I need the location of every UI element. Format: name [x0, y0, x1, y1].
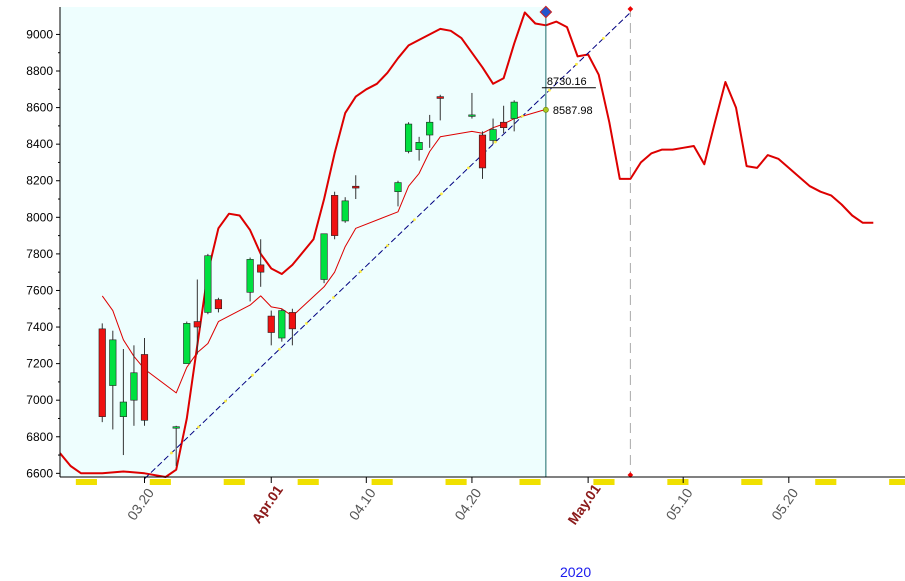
trend-dot: [574, 62, 578, 66]
candle-body: [415, 142, 423, 150]
candle-body: [119, 401, 127, 417]
y-tick-label: 7000: [26, 393, 53, 407]
candle-body: [510, 101, 518, 119]
trend-dot: [601, 36, 605, 40]
weekend-marker: [593, 479, 615, 485]
candle-body: [468, 114, 476, 117]
candle-body: [426, 121, 434, 136]
x-tick-label: 03.20: [124, 485, 157, 523]
trend-dot: [359, 270, 362, 273]
candle-body: [288, 312, 296, 330]
marker-label: 8587.98: [553, 105, 593, 117]
x-tick-label: 05.10: [662, 485, 695, 523]
middle-line: [101, 108, 547, 394]
candle-body: [140, 354, 149, 421]
x-tick-label: 05.20: [768, 485, 801, 523]
x-axis-title: 2020: [560, 564, 591, 580]
candle-body: [404, 123, 413, 152]
trend-dot: [332, 296, 335, 299]
x-tick-label: May.01: [564, 481, 603, 528]
marker-dot: [542, 106, 549, 113]
trend-dot: [251, 373, 254, 377]
x-tick-label: 04.20: [451, 485, 484, 523]
candle-body: [183, 323, 191, 364]
candle-body: [98, 328, 106, 417]
weekend-marker: [815, 479, 837, 485]
candle-body: [109, 339, 117, 386]
candle-body: [246, 259, 254, 293]
y-tick-label: 6800: [26, 430, 53, 444]
weekend-marker: [445, 479, 467, 485]
y-tick-label: 7800: [26, 247, 53, 261]
candle-body: [352, 185, 360, 189]
upper-band: [59, 11, 874, 478]
candle-body: [436, 96, 444, 99]
trend-dot: [224, 399, 227, 403]
trend-dot: [467, 166, 470, 170]
series-layer: [59, 11, 874, 480]
candle-body: [394, 182, 402, 193]
y-tick-label: 8600: [26, 101, 53, 115]
trend-dot: [170, 451, 173, 455]
candle-body: [500, 121, 508, 129]
weekend-marker: [667, 479, 689, 485]
trend-dot: [305, 321, 308, 325]
projection-marker-bottom: [627, 472, 634, 478]
weekend-marker: [149, 479, 171, 485]
cursor-diamond: [539, 5, 553, 19]
y-tick-label: 8400: [26, 137, 53, 151]
trend-dot: [197, 425, 200, 429]
candle-body: [320, 233, 328, 280]
trend-dot: [386, 244, 389, 248]
weekend-marker: [75, 479, 97, 485]
candle-layer: [98, 92, 518, 467]
history-shade: [60, 7, 546, 477]
candle-body: [214, 299, 223, 310]
candle-body: [331, 195, 339, 236]
y-tick-label: 6600: [26, 466, 53, 480]
candle-body: [267, 315, 275, 333]
trend-dot: [547, 88, 551, 92]
y-tick-label: 8200: [26, 174, 53, 188]
trend-dot: [521, 114, 524, 118]
weekend-marker: [297, 479, 319, 485]
candle-body: [489, 129, 497, 141]
candle-body: [172, 426, 180, 429]
candle-body: [257, 264, 265, 273]
y-tick-label: 7200: [26, 357, 53, 371]
level-label: 8730.16: [547, 76, 587, 88]
candle-body: [204, 255, 212, 313]
y-tick-label: 7600: [26, 283, 53, 297]
y-tick-label: 8800: [26, 64, 53, 78]
weekend-marker: [519, 479, 541, 485]
y-tick-label: 9000: [26, 27, 53, 41]
trend-dot: [440, 192, 443, 196]
weekend-marker: [889, 479, 905, 485]
candle-body: [341, 200, 349, 222]
candle-body: [478, 134, 487, 169]
candle-body: [278, 310, 286, 339]
plot-background: [60, 7, 546, 477]
annotation-layer: 8730.16 8587.98: [539, 5, 634, 478]
weekend-marker: [223, 479, 245, 485]
weekend-marker: [741, 479, 763, 485]
projection-marker-top: [627, 6, 634, 12]
x-tick-label: 04.10: [346, 485, 379, 523]
trend-dot: [278, 347, 281, 351]
candle-body: [130, 372, 138, 401]
y-tick-label: 8000: [26, 210, 53, 224]
x-tick-label: Apr.01: [248, 482, 286, 526]
trend-dot: [494, 140, 497, 144]
weekend-marker: [371, 479, 393, 485]
y-tick-label: 7400: [26, 320, 53, 334]
trend-dot: [413, 218, 416, 222]
candle-body: [193, 321, 201, 328]
